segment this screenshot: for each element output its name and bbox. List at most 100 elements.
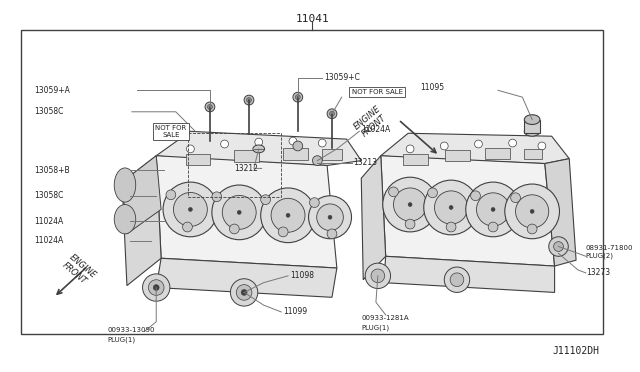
Bar — [445, 150, 470, 161]
Circle shape — [424, 180, 479, 235]
Bar — [524, 149, 542, 159]
Polygon shape — [156, 131, 361, 166]
Circle shape — [383, 177, 437, 232]
Circle shape — [260, 188, 316, 243]
Text: 13273: 13273 — [586, 269, 610, 278]
Circle shape — [435, 191, 468, 224]
Ellipse shape — [114, 168, 136, 202]
Circle shape — [450, 273, 464, 286]
Bar — [186, 154, 210, 166]
Circle shape — [293, 141, 303, 151]
Circle shape — [554, 242, 563, 251]
Circle shape — [491, 208, 495, 211]
Circle shape — [446, 222, 456, 232]
Circle shape — [406, 145, 414, 153]
Circle shape — [230, 279, 258, 306]
Circle shape — [163, 182, 218, 237]
Circle shape — [365, 263, 390, 289]
Circle shape — [470, 191, 481, 201]
Circle shape — [188, 208, 193, 211]
Circle shape — [509, 139, 516, 147]
Text: 11095: 11095 — [420, 83, 444, 92]
Circle shape — [293, 92, 303, 102]
Circle shape — [278, 227, 288, 237]
Polygon shape — [384, 256, 555, 292]
Circle shape — [505, 184, 559, 239]
Text: 13213: 13213 — [353, 158, 378, 167]
Circle shape — [527, 224, 537, 234]
Bar — [22, 30, 604, 334]
Text: ENGINE
FRONT: ENGINE FRONT — [61, 252, 97, 288]
Circle shape — [212, 192, 221, 202]
Text: 13212: 13212 — [234, 164, 258, 173]
Circle shape — [212, 185, 266, 240]
Circle shape — [143, 274, 170, 301]
Circle shape — [388, 187, 398, 197]
Circle shape — [516, 195, 548, 228]
Circle shape — [428, 188, 437, 198]
Circle shape — [166, 190, 176, 200]
Text: 11041: 11041 — [296, 14, 330, 24]
Bar — [283, 148, 308, 160]
Circle shape — [230, 224, 239, 234]
Circle shape — [310, 198, 319, 208]
Circle shape — [548, 237, 568, 256]
Text: PLUG(1): PLUG(1) — [108, 336, 136, 343]
Circle shape — [186, 145, 195, 153]
Circle shape — [296, 95, 300, 100]
Text: 11099: 11099 — [283, 307, 307, 317]
Circle shape — [222, 195, 256, 229]
Circle shape — [327, 109, 337, 119]
Polygon shape — [156, 258, 337, 297]
Circle shape — [511, 193, 520, 203]
Circle shape — [538, 142, 546, 150]
Circle shape — [449, 205, 453, 209]
Circle shape — [440, 142, 448, 150]
Text: 13058C: 13058C — [34, 191, 63, 200]
Ellipse shape — [524, 115, 540, 125]
Circle shape — [530, 209, 534, 213]
Polygon shape — [545, 159, 576, 266]
Circle shape — [154, 285, 159, 291]
Circle shape — [444, 267, 470, 292]
Circle shape — [205, 102, 215, 112]
Text: 13058C: 13058C — [34, 107, 63, 116]
Circle shape — [237, 211, 241, 214]
Polygon shape — [361, 156, 386, 280]
Circle shape — [394, 188, 427, 221]
Text: NOT FOR
SALE: NOT FOR SALE — [156, 125, 186, 138]
Ellipse shape — [114, 205, 136, 234]
Circle shape — [289, 137, 297, 145]
Circle shape — [241, 289, 247, 295]
Circle shape — [318, 139, 326, 147]
Circle shape — [255, 138, 262, 146]
Circle shape — [408, 203, 412, 206]
Polygon shape — [381, 133, 569, 164]
Text: 11098: 11098 — [290, 271, 314, 280]
Circle shape — [474, 140, 483, 148]
Ellipse shape — [253, 145, 264, 153]
Circle shape — [236, 285, 252, 300]
Bar — [234, 150, 259, 161]
Circle shape — [221, 140, 228, 148]
Circle shape — [148, 280, 164, 295]
Text: 13059+A: 13059+A — [34, 86, 70, 95]
Text: J11102DH: J11102DH — [552, 346, 600, 356]
Text: 11024A: 11024A — [34, 217, 63, 226]
Circle shape — [405, 219, 415, 229]
Polygon shape — [381, 156, 555, 266]
Circle shape — [173, 192, 207, 227]
Circle shape — [327, 229, 337, 239]
Circle shape — [260, 195, 271, 205]
Circle shape — [308, 196, 351, 239]
Circle shape — [312, 156, 322, 166]
Text: 08931-71800: 08931-71800 — [586, 246, 634, 251]
Text: 11024A: 11024A — [34, 236, 63, 245]
Polygon shape — [122, 156, 161, 286]
Circle shape — [488, 222, 498, 232]
Circle shape — [207, 105, 212, 109]
Text: NOT FOR SALE: NOT FOR SALE — [351, 89, 403, 95]
Polygon shape — [156, 156, 337, 268]
Bar — [403, 154, 428, 164]
Text: ENGINE
FRONT: ENGINE FRONT — [353, 104, 390, 139]
